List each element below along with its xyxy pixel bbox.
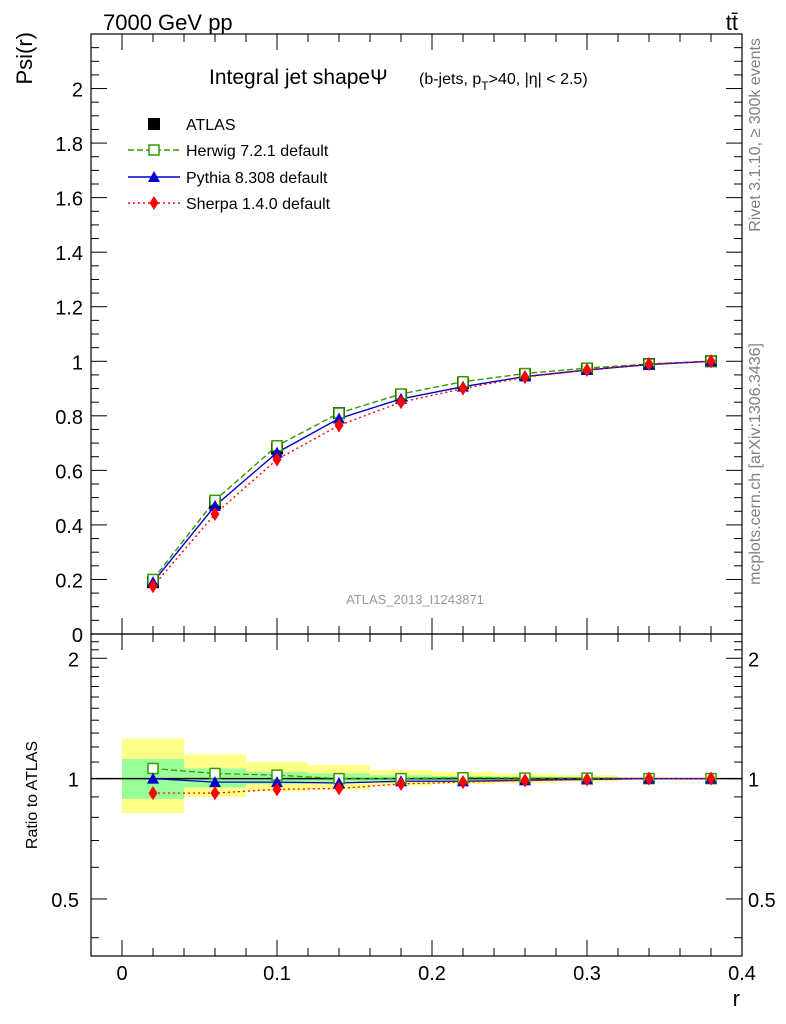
series-line-pythia (152, 360, 712, 583)
data-point-sherpa (706, 354, 716, 369)
y-tick-label: 1.2 (55, 298, 83, 320)
ratio-point-sherpa (582, 772, 592, 787)
ratio-point-sherpa (396, 776, 406, 791)
legend-label: Herwig 7.2.1 default (186, 143, 329, 160)
ratio-plot-panel: 0.5 0.5 1 1 2 2 0 0.1 0.2 0.3 0.4 (51, 633, 776, 985)
y-axis-title-bottom: Ratio to ATLAS (24, 741, 41, 849)
legend: ATLAS Herwig 7.2.1 default Pythia 8.308 de… (128, 117, 331, 213)
data-point-sherpa (458, 381, 468, 396)
ratio-point-sherpa (520, 773, 530, 788)
main-plot-marks (147, 354, 717, 594)
ratio-point-pythia (147, 772, 159, 784)
y-tick-label: 1.4 (55, 243, 83, 265)
main-plot-panel: 0 0.2 0.4 0.6 0.8 1 1.2 1.4 1.6 1.8 2 (55, 33, 743, 647)
ratio-line-sherpa (153, 777, 711, 794)
legend-marker (148, 144, 160, 156)
ratio-point-sherpa (272, 782, 282, 797)
ratio-point-sherpa (148, 786, 158, 801)
y-tick-label: 0 (72, 625, 83, 647)
data-point-sherpa (272, 452, 282, 467)
main-x-axis (90, 34, 743, 634)
ratio-y-tick-label: 1 (68, 770, 79, 792)
ratio-point-sherpa (706, 771, 716, 786)
ratio-y-tick-label: 0.5 (51, 890, 79, 912)
ratio-point-sherpa (458, 775, 468, 790)
rivet-version-label: Rivet 3.1.10, ≥ 300k events (747, 38, 764, 232)
legend-label: Pythia 8.308 default (186, 170, 328, 187)
y-tick-label: 1.6 (55, 189, 83, 211)
data-point-sherpa (520, 370, 530, 385)
data-point-pythia (271, 446, 283, 458)
legend-label: ATLAS (186, 117, 236, 134)
plot-title: Integral jet shapeΨ (209, 66, 388, 89)
plot-subtitle-subscript: T (481, 79, 489, 93)
collision-label: 7000 GeV pp (103, 10, 233, 35)
ratio-y-tick-label-right: 2 (748, 649, 759, 671)
ratio-x-axis: 0 0.1 0.2 0.3 0.4 (90, 634, 756, 985)
data-point-sherpa (582, 363, 592, 377)
ratio-y-axis: 0.5 0.5 1 1 2 2 (51, 641, 776, 939)
y-axis-title-top: Psi(r) (12, 32, 37, 85)
ratio-line-herwig (152, 767, 711, 780)
data-point-sherpa (396, 395, 406, 410)
ratio-y-tick-label-right: 1 (748, 770, 759, 792)
ratio-y-tick-label-right: 0.5 (748, 890, 776, 912)
y-tick-label: 2 (72, 80, 83, 102)
legend-label: Sherpa 1.4.0 default (186, 196, 331, 213)
mcplots-label: mcplots.cern.ch [arXiv:1306.3436] (747, 343, 764, 585)
ratio-point-sherpa (644, 771, 654, 786)
x-tick-label: 0.2 (418, 963, 446, 985)
data-point-sherpa (644, 357, 654, 371)
x-tick-label: 0 (116, 963, 127, 985)
data-point-pythia (333, 412, 345, 424)
plot-subtitle-prefix: (b-jets, p (419, 71, 481, 88)
main-y-axis: 0 0.2 0.4 0.6 0.8 1 1.2 1.4 1.6 1.8 2 (55, 47, 742, 647)
legend-marker (148, 171, 160, 182)
process-label: tt̄ (726, 10, 738, 35)
legend-marker (149, 196, 159, 210)
data-point-sherpa (210, 507, 220, 521)
x-tick-label: 0.4 (728, 963, 756, 985)
ratio-point-sherpa (334, 781, 344, 796)
y-tick-label: 1 (72, 352, 83, 374)
x-tick-label: 0.1 (263, 963, 291, 985)
y-tick-label: 0.4 (55, 516, 83, 538)
ratio-point-herwig (147, 762, 159, 775)
y-tick-label: 0.8 (55, 407, 83, 429)
analysis-id-label: ATLAS_2013_I1243871 (346, 592, 484, 607)
y-tick-label: 0.6 (55, 461, 83, 483)
ratio-point-pythia (209, 776, 221, 788)
data-point-pythia (209, 499, 221, 511)
y-tick-label: 0.2 (55, 570, 83, 592)
ratio-point-pythia (271, 776, 283, 788)
data-point-sherpa (148, 579, 158, 594)
y-tick-label: 1.8 (55, 134, 83, 156)
x-tick-label: 0.3 (573, 963, 601, 985)
ratio-plot-marks (91, 762, 742, 801)
legend-marker (148, 118, 160, 130)
series-line-herwig (152, 360, 712, 580)
series-line-sherpa (152, 360, 712, 587)
plot-subtitle: (b-jets, pT>40, |η| < 2.5) (419, 71, 588, 93)
plot-subtitle-suffix: >40, |η| < 2.5) (489, 71, 588, 88)
ratio-plot-frame (90, 633, 743, 957)
ratio-point-sherpa (210, 786, 220, 801)
data-point-sherpa (334, 418, 344, 433)
x-axis-title: r (733, 986, 740, 1011)
ratio-y-tick-label: 2 (68, 649, 79, 671)
plot-title-main: Integral jet shapeΨ (209, 66, 388, 89)
